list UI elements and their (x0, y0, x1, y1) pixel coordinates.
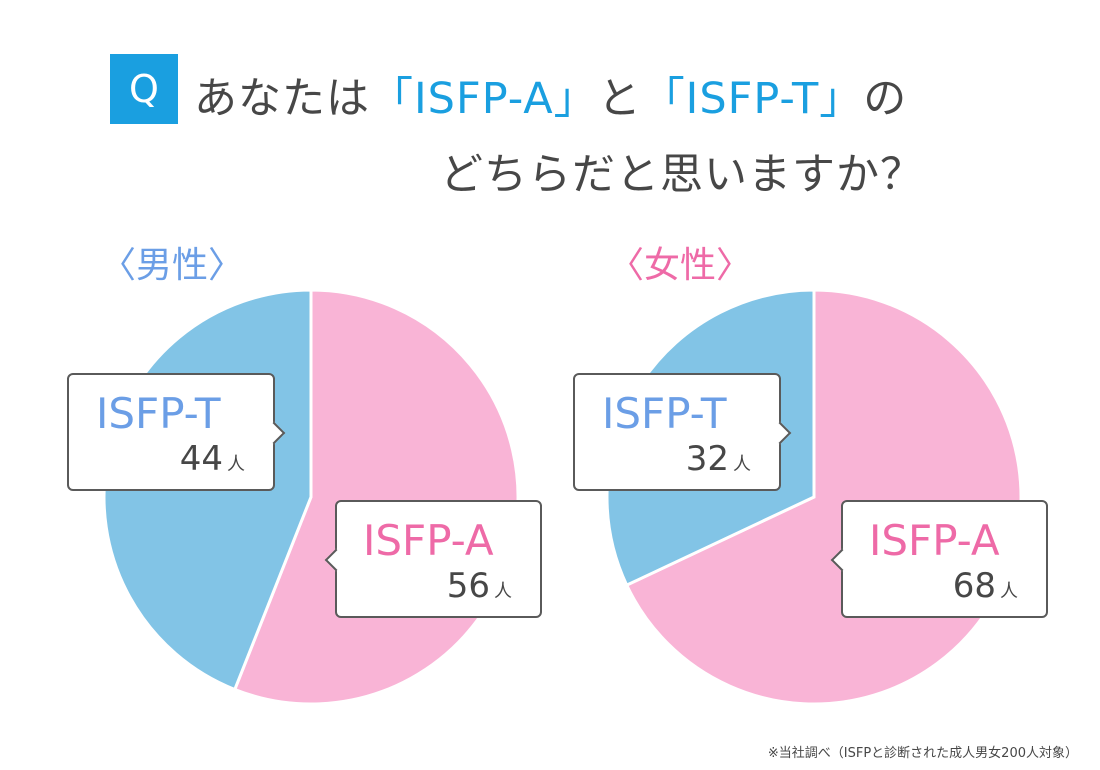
question-badge: Q (110, 54, 178, 124)
male-isfp-t-label: ISFP-T (96, 389, 221, 438)
question-title-line1: あなたは「ISFP-A」と「ISFP-T」の (194, 74, 908, 124)
survey-footnote: ※当社調べ（ISFPと診断された成人男女200人対象） (767, 746, 1078, 761)
male-isfp-a-callout: ISFP-A 56 人 (324, 500, 542, 618)
male-isfp-a-count: 56 人 (446, 566, 512, 606)
female-isfp-t-label: ISFP-T (602, 389, 727, 438)
female-isfp-a-count: 68 人 (952, 566, 1018, 606)
male-isfp-t-count: 44 人 (179, 439, 245, 479)
question-title-line2: どちらだと思いますか？ (440, 150, 924, 200)
female-isfp-a-label: ISFP-A (869, 516, 1000, 565)
female-isfp-t-count: 32 人 (685, 439, 751, 479)
female-isfp-t-callout: ISFP-T 32 人 (573, 373, 792, 491)
male-isfp-t-callout: ISFP-T 44 人 (67, 373, 286, 491)
female-chart-title: 〈女性〉 (608, 245, 753, 286)
male-isfp-a-label: ISFP-A (363, 516, 494, 565)
female-pie (605, 288, 1023, 706)
male-chart-title: 〈男性〉 (100, 245, 245, 286)
male-pie (102, 288, 520, 706)
female-isfp-a-callout: ISFP-A 68 人 (830, 500, 1048, 618)
